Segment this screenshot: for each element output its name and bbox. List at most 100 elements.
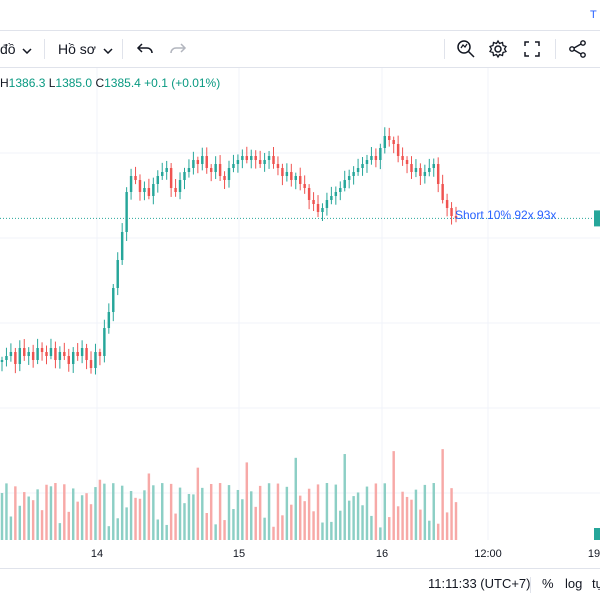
candle-body xyxy=(250,156,253,160)
candle-body xyxy=(454,216,458,219)
candle-body xyxy=(89,360,93,368)
volume-bar xyxy=(294,457,297,540)
volume-bar xyxy=(250,491,253,540)
candle-body xyxy=(383,136,387,148)
share-icon[interactable] xyxy=(566,37,590,61)
candle-body xyxy=(343,180,346,188)
chart-type-label: đồ xyxy=(0,41,16,57)
volume-bar xyxy=(232,509,235,540)
volume-bar xyxy=(67,511,70,540)
volume-bar xyxy=(205,513,208,540)
volume-bar xyxy=(201,487,204,540)
candle-body xyxy=(63,352,66,356)
chevron-down-icon xyxy=(22,41,32,57)
volume-bar xyxy=(419,509,422,540)
candle-body xyxy=(134,176,137,180)
candle-body xyxy=(183,172,186,180)
volume-bar xyxy=(330,521,333,540)
bottom-status-bar: 11:11:33 (UTC+7) % log tự xyxy=(0,568,600,600)
volume-bar xyxy=(14,486,17,540)
clock-timezone-button[interactable]: 11:11:33 (UTC+7) xyxy=(428,576,531,591)
candle-body xyxy=(5,356,8,360)
volume-bar xyxy=(370,515,373,540)
log-scale-toggle[interactable]: log xyxy=(565,576,583,591)
price-chart[interactable]: Short 10% 92x 93x xyxy=(0,68,600,540)
volume-bar xyxy=(312,511,315,540)
candle-body xyxy=(401,156,404,160)
volume-bar xyxy=(192,494,195,540)
volume-bar xyxy=(450,488,453,540)
volume-bar xyxy=(356,492,360,540)
time-axis[interactable]: 14 15 16 12:00 19 xyxy=(0,540,600,568)
time-axis-label: 15 xyxy=(232,548,246,560)
percent-scale-toggle[interactable]: % xyxy=(542,576,554,591)
volume-bar xyxy=(303,501,306,540)
candle-body xyxy=(31,352,35,360)
fullscreen-icon[interactable] xyxy=(520,37,544,61)
volume-bar xyxy=(36,489,39,540)
candle-body xyxy=(356,168,360,172)
volume-bar xyxy=(241,499,244,540)
candle-body xyxy=(312,200,315,204)
candle-body xyxy=(298,176,302,184)
candle-body xyxy=(138,180,142,192)
quick-search-icon[interactable] xyxy=(454,37,478,61)
volume-bar xyxy=(254,506,257,540)
volume-bar xyxy=(236,489,240,540)
volume-bar xyxy=(152,485,155,540)
candle-body xyxy=(281,168,284,176)
volume-bar xyxy=(63,484,66,540)
close-value: 1385.4 xyxy=(104,76,141,90)
layout-profile-label: Hồ sơ xyxy=(58,41,96,57)
undo-icon[interactable] xyxy=(133,37,157,61)
auto-scale-toggle[interactable]: tự xyxy=(592,576,600,591)
volume-bar xyxy=(361,505,364,540)
settings-gear-icon[interactable] xyxy=(486,37,510,61)
volume-bar xyxy=(9,516,13,540)
chevron-down-icon xyxy=(103,41,113,57)
window-top-strip: T xyxy=(0,0,600,30)
volume-bar xyxy=(290,504,293,540)
candle-body xyxy=(374,156,378,160)
candle-body xyxy=(120,232,124,260)
candle-body xyxy=(36,348,39,360)
volume-bar xyxy=(325,483,329,540)
volume-bar xyxy=(27,496,30,540)
candle-body xyxy=(267,156,271,160)
volume-bar xyxy=(138,498,142,540)
volume-bar xyxy=(414,489,418,540)
candle-body xyxy=(178,180,182,192)
volume-bar xyxy=(129,490,133,540)
candle-body xyxy=(361,164,364,168)
volume-bar xyxy=(276,483,280,540)
volume-bar xyxy=(343,454,346,540)
candle-body xyxy=(161,172,164,176)
volume-bar xyxy=(98,479,102,540)
volume-bar xyxy=(23,492,26,540)
time-axis-label: 14 xyxy=(90,548,104,560)
volume-bar xyxy=(71,488,75,540)
candle-body xyxy=(129,176,133,192)
volume-bar xyxy=(40,510,44,540)
candle-body xyxy=(23,348,26,356)
volume-bar xyxy=(285,486,289,540)
volume-bar xyxy=(134,497,137,540)
toolbar-divider xyxy=(44,39,45,59)
layout-profile-button[interactable]: Hồ sơ xyxy=(58,31,113,67)
candle-body xyxy=(347,176,351,180)
close-label: C xyxy=(95,76,105,90)
candle-body xyxy=(125,192,128,232)
candle-body xyxy=(174,188,177,192)
volume-bar xyxy=(58,523,62,540)
candle-body xyxy=(236,160,240,164)
candle-body xyxy=(9,352,13,356)
volume-bar xyxy=(396,506,400,540)
volume-bar xyxy=(45,484,48,540)
candle-body xyxy=(94,352,97,368)
candle-body xyxy=(85,348,88,360)
volume-bar xyxy=(281,515,284,540)
redo-icon[interactable] xyxy=(166,37,190,61)
volume-bar xyxy=(31,500,35,540)
volume-bar xyxy=(80,495,84,540)
chart-type-button[interactable]: đồ xyxy=(0,31,32,67)
